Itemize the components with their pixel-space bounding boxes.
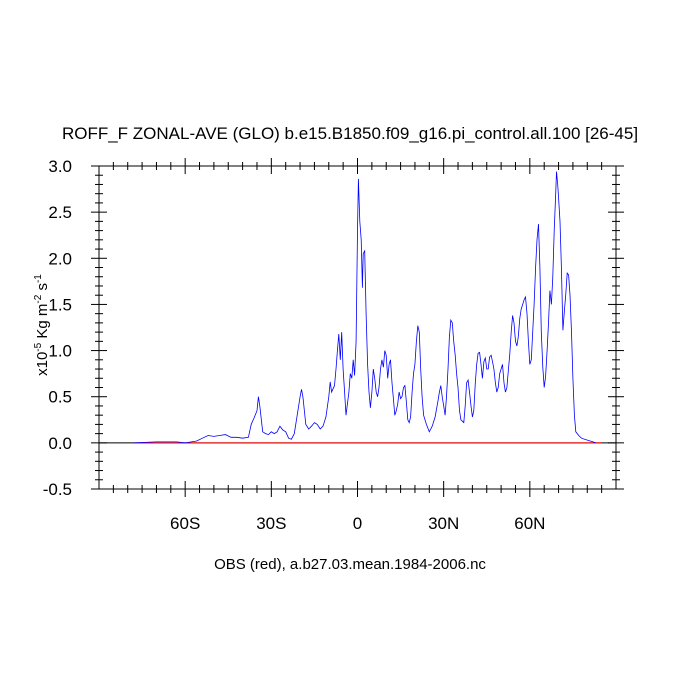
y-tick-label: 3.0	[48, 157, 72, 176]
tick-labels-layer: -0.5 0.0 0.5 1.0 1.5 2.0 2.5 3.0 60S 30S 0 30N 60N	[43, 157, 546, 533]
y-tick-label: 2.5	[48, 203, 72, 222]
ticks-layer	[91, 158, 624, 497]
plot-frame	[98, 165, 617, 490]
chart-title: ROFF_F ZONAL-AVE (GLO) b.e15.B1850.f09_g…	[61, 124, 639, 143]
x-tick-label: 60S	[170, 514, 200, 533]
x-tick-label: 30N	[428, 514, 459, 533]
y-tick-label: 0.5	[48, 388, 72, 407]
x-tick-label: 60N	[514, 514, 545, 533]
y-tick-label: 1.5	[48, 295, 72, 314]
y-tick-label: 0.0	[48, 434, 72, 453]
x-tick-label: 0	[353, 514, 362, 533]
y-tick-label: 2.0	[48, 249, 72, 268]
y-tick-label: -0.5	[43, 480, 72, 499]
y-axis-label: x10-5 Kg m-2 s-1	[33, 274, 51, 376]
y-tick-label: 1.0	[48, 342, 72, 361]
x-tick-label: 30S	[256, 514, 286, 533]
model-series-line	[133, 171, 597, 444]
x-axis-label: OBS (red), a.b27.03.mean.1984-2006.nc	[214, 556, 486, 573]
